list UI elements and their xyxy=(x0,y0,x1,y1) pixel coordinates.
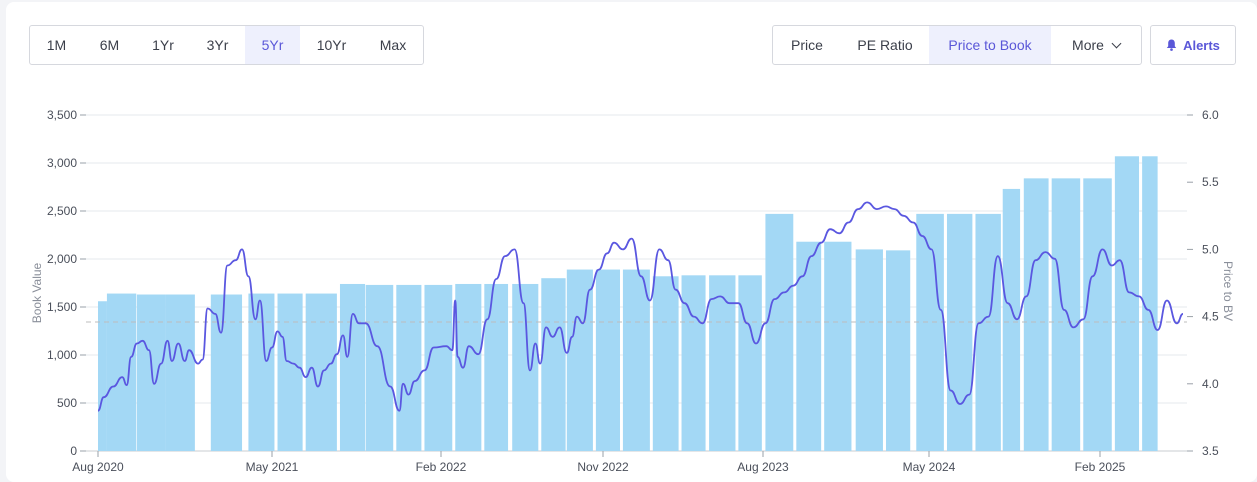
left-tick-label: 3,000 xyxy=(47,156,77,170)
book-value-bar xyxy=(796,241,822,451)
book-value-bar xyxy=(855,249,883,451)
book-value-bar xyxy=(1142,156,1158,451)
x-tick-label: Nov 2022 xyxy=(577,460,629,474)
book-value-bar xyxy=(365,284,394,451)
book-value-bar xyxy=(541,278,566,451)
book-value-bar xyxy=(277,293,303,451)
right-axis-title: Price to BV xyxy=(1221,261,1235,321)
metric-price-to-book-button[interactable]: Price to Book xyxy=(929,26,1051,64)
metric-more-dropdown[interactable]: More xyxy=(1051,26,1141,64)
book-value-bar xyxy=(595,269,620,451)
x-tick-label: Feb 2022 xyxy=(416,460,467,474)
metric-price-button[interactable]: Price xyxy=(791,37,823,53)
book-value-bar xyxy=(1051,178,1081,452)
book-value-bar xyxy=(975,213,1001,451)
left-tick-label: 0 xyxy=(70,444,77,458)
book-value-bar xyxy=(98,301,107,451)
book-value-bar xyxy=(709,275,736,451)
x-tick-label: Aug 2020 xyxy=(72,460,124,474)
book-value-bar xyxy=(765,213,794,451)
metric-pe-ratio-button[interactable]: PE Ratio xyxy=(857,37,913,53)
left-tick-label: 1,500 xyxy=(47,300,77,314)
right-tick-label: 3.5 xyxy=(1202,444,1219,458)
right-axis: 3.5 4.0 4.5 5.0 5.5 6.0 xyxy=(1187,108,1219,458)
book-value-bar xyxy=(455,283,482,451)
book-value-bar xyxy=(424,284,453,451)
time-range-selector: 1M 6M 1Yr 3Yr 5Yr 10Yr Max xyxy=(29,25,424,65)
book-value-bar xyxy=(1114,156,1140,451)
right-tick-label: 6.0 xyxy=(1202,108,1219,122)
range-5yr-button[interactable]: 5Yr xyxy=(245,26,300,64)
book-value-bar xyxy=(248,293,275,451)
book-value-bar xyxy=(622,269,650,451)
book-value-bar xyxy=(339,283,366,451)
book-value-bar xyxy=(1023,178,1049,452)
range-6m-button[interactable]: 6M xyxy=(99,37,120,53)
book-value-bar xyxy=(1002,188,1021,452)
left-tick-label: 500 xyxy=(57,396,77,410)
x-axis: Aug 2020 May 2021 Feb 2022 Nov 2022 Aug 2023… xyxy=(72,451,1126,474)
book-value-bars xyxy=(98,156,1158,452)
left-tick-label: 1,000 xyxy=(47,348,77,362)
book-value-bar xyxy=(396,284,422,451)
range-3yr-button[interactable]: 3Yr xyxy=(206,37,229,53)
alerts-label: Alerts xyxy=(1183,37,1220,53)
x-tick-label: Feb 2025 xyxy=(1075,460,1126,474)
book-value-bar xyxy=(1083,178,1112,452)
book-value-bar xyxy=(946,213,973,451)
x-tick-label: May 2024 xyxy=(903,460,956,474)
book-value-bar xyxy=(566,269,593,451)
book-value-bar xyxy=(681,275,706,451)
book-value-bar xyxy=(165,294,195,451)
left-axis-title: Book Value xyxy=(30,262,44,323)
book-value-bar xyxy=(824,241,852,451)
book-value-bar xyxy=(916,213,944,451)
more-label: More xyxy=(1072,37,1104,53)
book-value-bar xyxy=(484,283,509,451)
range-10yr-button[interactable]: 10Yr xyxy=(316,37,347,53)
left-tick-label: 2,500 xyxy=(47,204,77,218)
range-1m-button[interactable]: 1M xyxy=(46,37,67,53)
x-tick-label: Aug 2023 xyxy=(737,460,789,474)
range-1yr-button[interactable]: 1Yr xyxy=(152,37,174,53)
book-value-bar xyxy=(106,293,137,451)
price-to-bv-line xyxy=(97,201,1184,412)
bell-icon xyxy=(1166,39,1177,51)
metric-selector: Price PE Ratio Price to Book More xyxy=(772,25,1142,65)
book-value-bar xyxy=(210,294,243,451)
left-tick-label: 2,000 xyxy=(47,252,77,266)
book-value-bar xyxy=(738,275,762,451)
book-value-bar xyxy=(885,250,911,451)
left-tick-label: 3,500 xyxy=(47,108,77,122)
right-tick-label: 4.0 xyxy=(1202,377,1219,391)
range-max-button[interactable]: Max xyxy=(379,37,407,53)
right-tick-label: 4.5 xyxy=(1202,310,1219,324)
alerts-button[interactable]: Alerts xyxy=(1150,25,1236,65)
book-value-bar xyxy=(305,293,337,451)
book-value-bar xyxy=(652,276,679,451)
right-tick-label: 5.5 xyxy=(1202,175,1219,189)
left-axis: 0 500 1,000 1,500 2,000 2,500 3,000 3,500 xyxy=(47,108,86,458)
x-tick-label: May 2021 xyxy=(246,460,299,474)
right-tick-label: 5.0 xyxy=(1202,242,1219,256)
